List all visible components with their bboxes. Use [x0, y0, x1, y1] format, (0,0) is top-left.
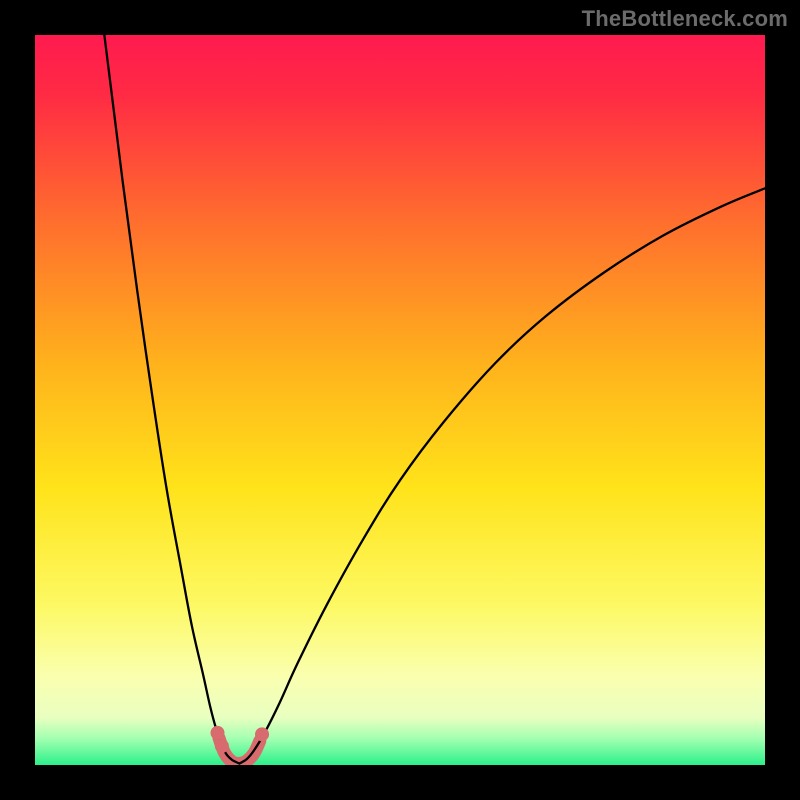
marker-dot-2: [256, 728, 269, 741]
watermark-text: TheBottleneck.com: [582, 6, 788, 32]
marker-dot-1: [215, 740, 228, 753]
outer-black-frame: TheBottleneck.com: [0, 0, 800, 800]
chart-svg: [35, 35, 765, 765]
marker-dot-0: [211, 726, 224, 739]
plot-area: [35, 35, 765, 765]
gradient-background: [35, 35, 765, 765]
